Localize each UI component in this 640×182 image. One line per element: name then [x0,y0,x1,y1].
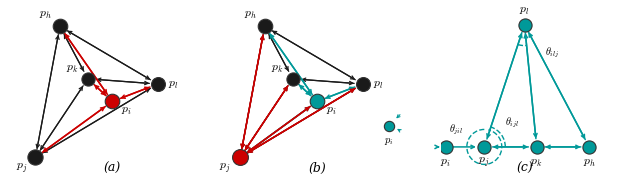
Point [235,156,245,159]
Text: $p_k$: $p_k$ [66,62,78,75]
Point [55,25,65,28]
Text: $p_l$: $p_l$ [168,78,179,90]
Point [260,25,270,28]
Text: $p_h$: $p_h$ [40,8,52,21]
Text: $\theta_{ijl}$: $\theta_{ijl}$ [505,115,520,130]
Text: $p_k$: $p_k$ [271,62,283,75]
Text: $p_j$: $p_j$ [219,161,230,175]
Text: $p_h$: $p_h$ [582,156,596,169]
Point [30,156,40,159]
Text: (b): (b) [308,162,326,175]
Text: (a): (a) [104,162,121,175]
Point [441,145,451,148]
Text: $p_l$: $p_l$ [519,4,530,17]
Text: $p_j$: $p_j$ [15,161,28,175]
Point [479,145,490,148]
Point [312,100,322,103]
Point [383,124,394,127]
Text: $\theta_{ilj}$: $\theta_{ilj}$ [545,45,560,60]
Point [584,145,595,148]
Point [357,83,367,86]
Point [83,77,93,80]
Text: $p_i$: $p_i$ [384,136,394,147]
Point [152,83,163,86]
Text: $p_i$: $p_i$ [121,104,132,117]
Text: $\theta_{jil}$: $\theta_{jil}$ [449,122,463,137]
Point [107,100,117,103]
Text: (c): (c) [516,162,533,175]
Text: $p_l$: $p_l$ [373,78,383,90]
Point [532,145,542,148]
Text: $p_k$: $p_k$ [531,156,543,169]
Text: $p_i$: $p_i$ [440,156,451,169]
Point [520,23,530,26]
Text: $p_i$: $p_i$ [326,104,337,117]
Point [287,77,298,80]
Text: $p_h$: $p_h$ [244,8,257,21]
Text: $p_j$: $p_j$ [479,156,490,169]
